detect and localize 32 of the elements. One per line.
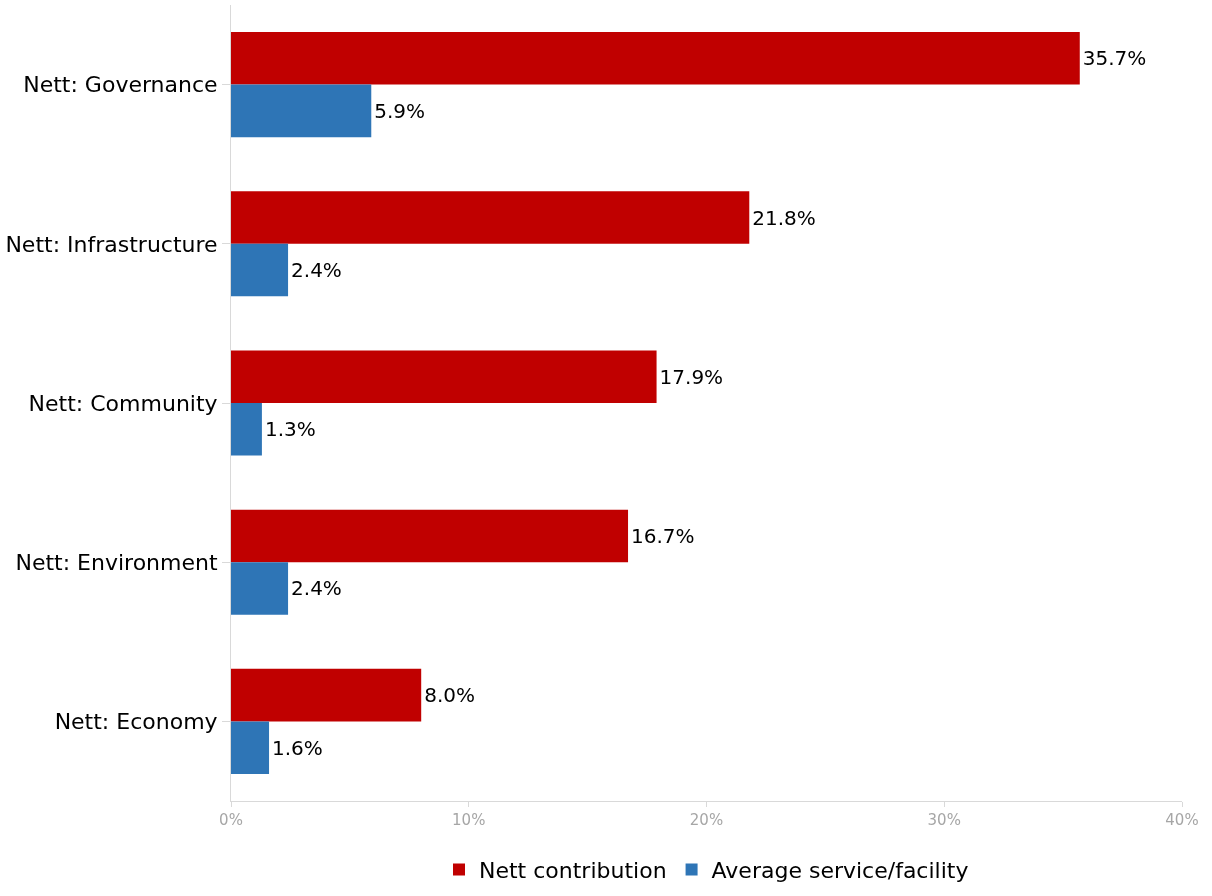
bar (231, 668, 422, 722)
legend-label: Nett contribution (479, 858, 667, 884)
bar (231, 243, 289, 297)
bar (231, 562, 289, 615)
x-tick-label: 40% (1165, 811, 1199, 829)
x-tick-label: 0% (219, 811, 243, 829)
data-label: 35.7% (1082, 46, 1147, 71)
y-tick-label: Nett: Governance (23, 72, 218, 98)
data-label: 21.8% (752, 205, 816, 230)
data-label: 16.7% (631, 523, 695, 548)
y-tick-label: Nett: Environment (15, 549, 218, 575)
x-tick-label: 20% (689, 811, 724, 829)
data-label: 8.0% (424, 683, 476, 708)
data-label: 1.6% (272, 735, 323, 760)
x-tick-label: 30% (927, 811, 961, 829)
bar (231, 509, 629, 563)
bar (231, 350, 657, 403)
data-label: 2.4% (291, 576, 342, 601)
x-tick-label: 10% (452, 811, 486, 829)
data-label: 2.4% (291, 258, 342, 283)
y-tick-label: Nett: Economy (54, 709, 218, 735)
data-label: 17.9% (659, 364, 724, 389)
bar (231, 32, 1080, 85)
legend-label: Average service/facility (711, 858, 969, 884)
bar (231, 84, 372, 138)
data-label: 5.9% (374, 98, 426, 123)
bar (231, 191, 750, 244)
bar (231, 403, 262, 456)
data-label: 1.3% (264, 417, 316, 442)
y-tick-label: Nett: Infrastructure (5, 231, 218, 257)
y-tick-label: Nett: Community (28, 390, 218, 416)
bar (231, 721, 270, 774)
